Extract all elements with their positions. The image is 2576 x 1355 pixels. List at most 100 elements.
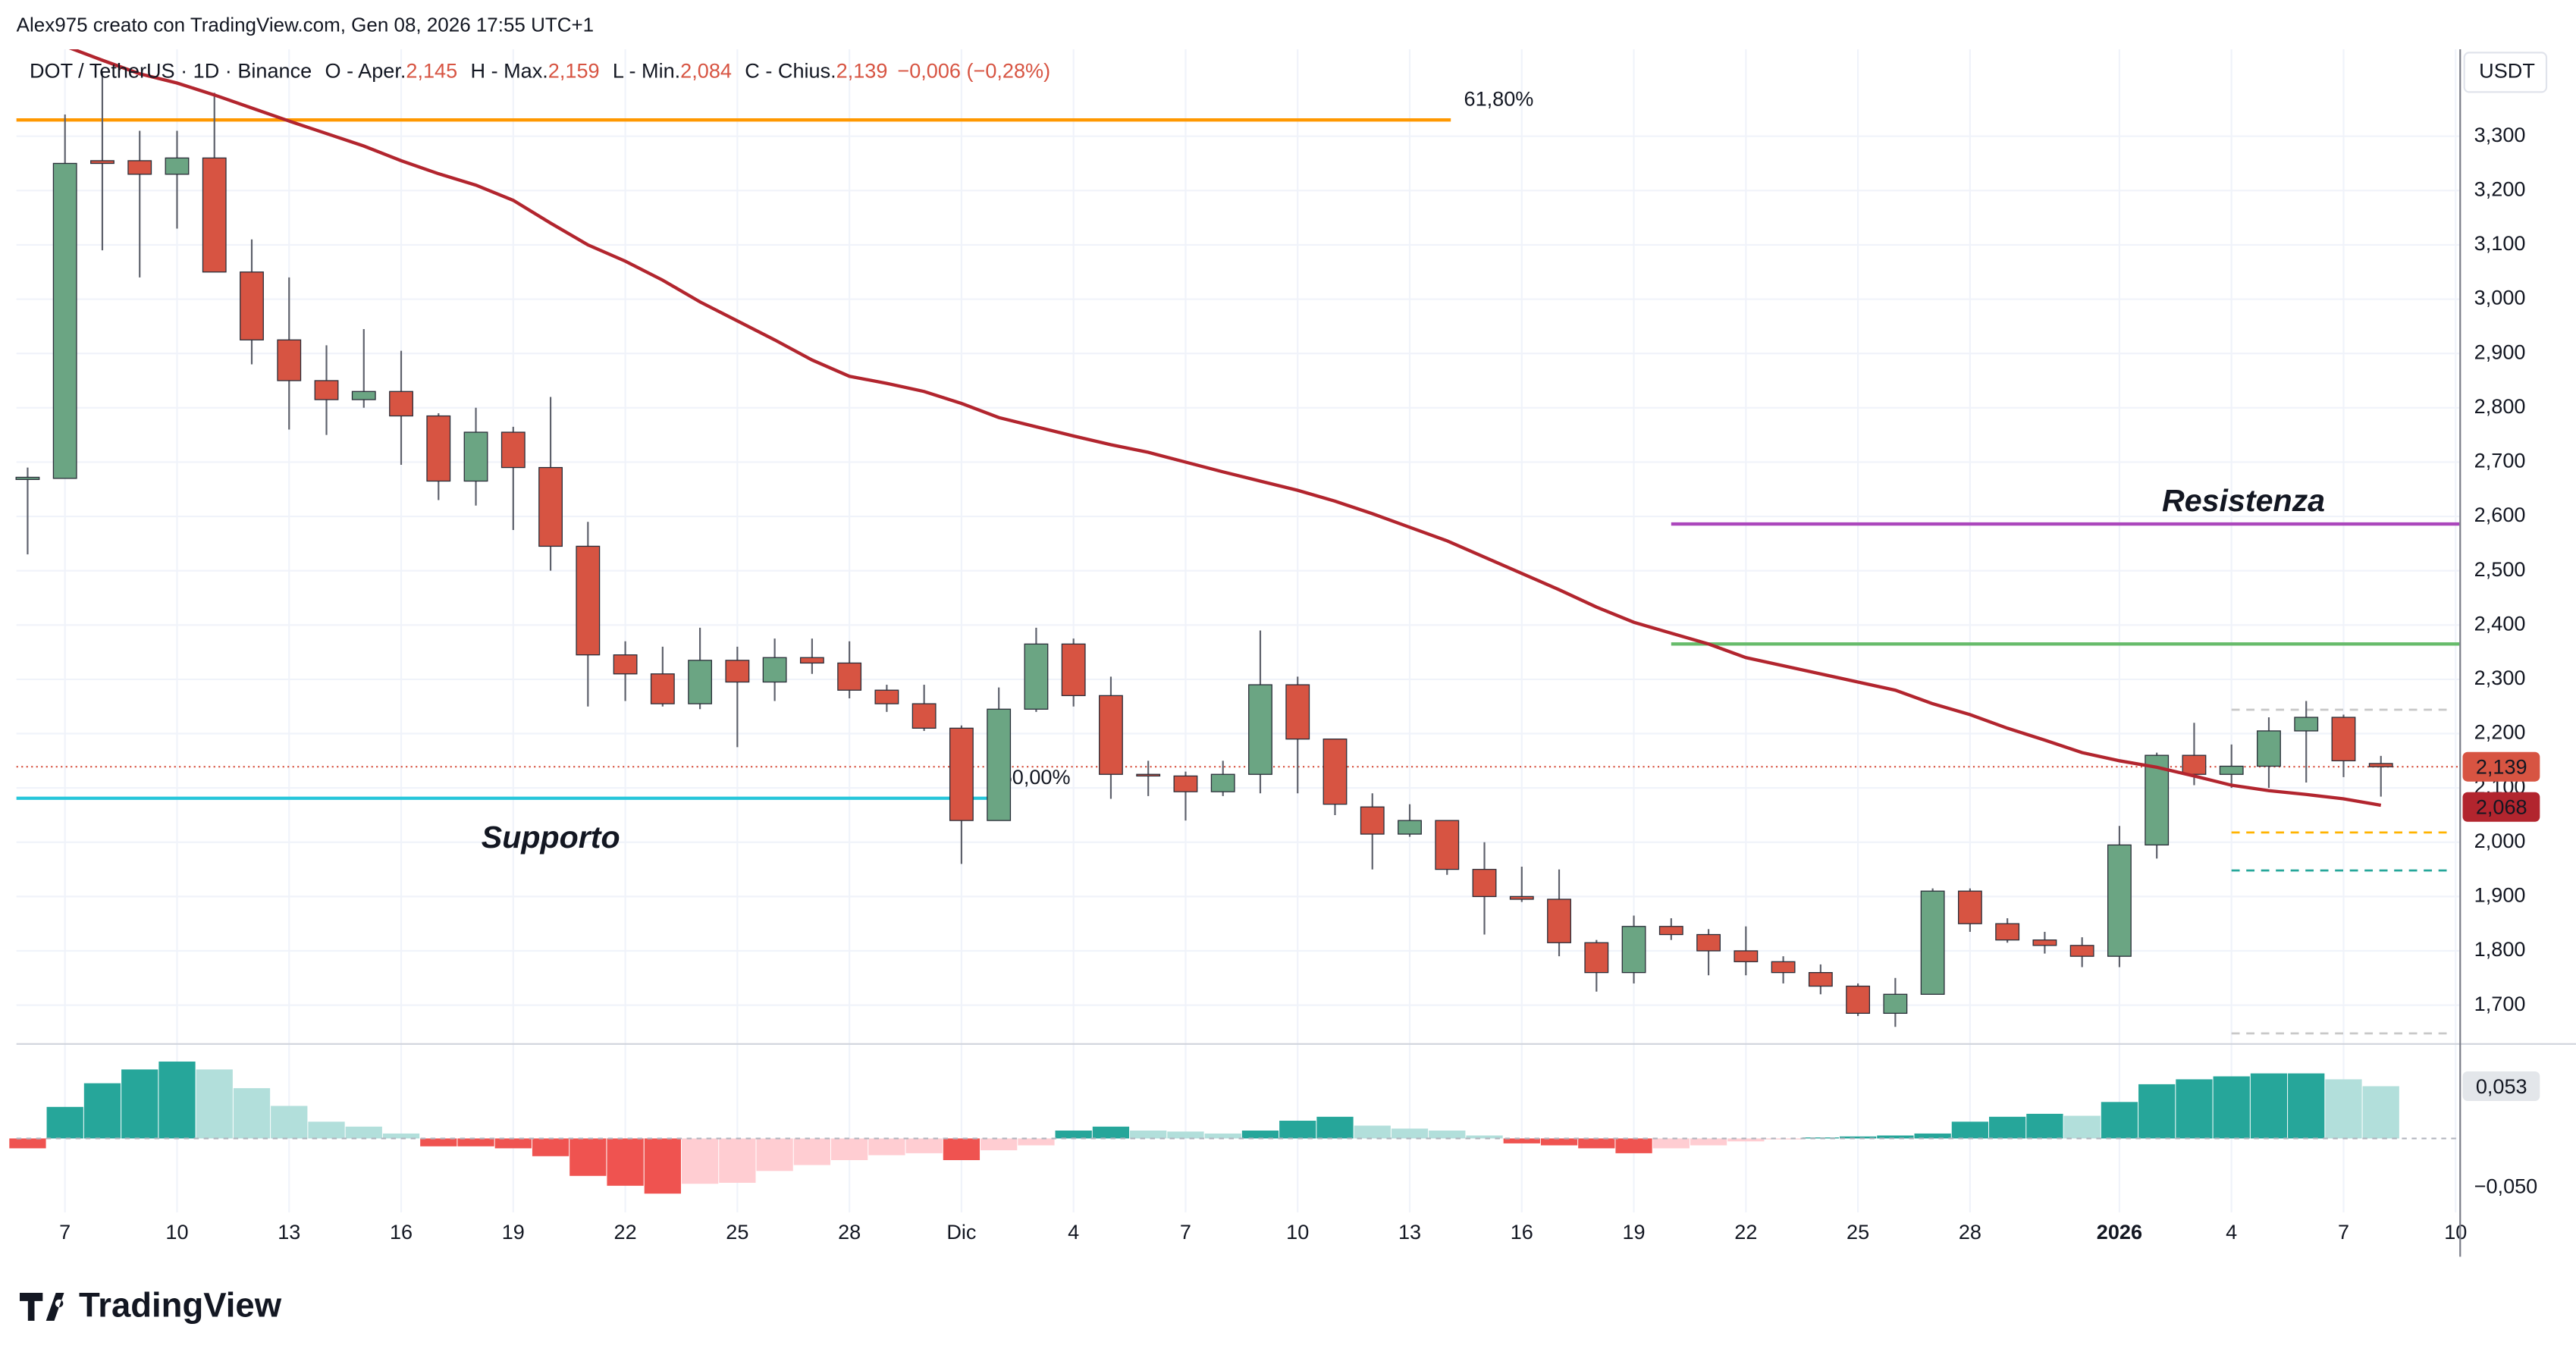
histogram-bar (2288, 1073, 2325, 1139)
header-title: Alex975 creato con TradingView.com, Gen … (17, 14, 594, 36)
y-tick-label: 2,300 (2474, 666, 2526, 689)
histogram-bar (1877, 1135, 1914, 1139)
histogram-bar (345, 1126, 382, 1139)
x-tick-label: 13 (1398, 1220, 1421, 1244)
candle-body (650, 673, 675, 704)
y2-tick-label: −0,050 (2474, 1175, 2538, 1198)
symbol: DOT / TetherUS · 1D · Binance (30, 59, 312, 83)
histogram-bar (569, 1138, 607, 1176)
histogram-bar (1204, 1133, 1241, 1139)
y-tick-label: 2,800 (2474, 394, 2526, 418)
x-tick-label: 28 (838, 1220, 861, 1244)
candle-body (1995, 923, 2020, 941)
candle-body (1248, 684, 1272, 775)
candle-body (202, 157, 227, 273)
line-label: 50,00% (1001, 765, 1071, 789)
candle-body (2257, 730, 2281, 767)
histogram-bar (2026, 1113, 2063, 1139)
candle-body (725, 660, 750, 683)
moving-average (68, 49, 2382, 808)
candle-body (2219, 765, 2244, 775)
histogram-bar (1578, 1138, 1615, 1149)
candle-body (1883, 993, 1908, 1015)
last-price-badge: 2,139 (2476, 755, 2527, 779)
logo-icon (19, 1293, 64, 1321)
histogram-bar (943, 1138, 981, 1161)
histogram-bar (756, 1138, 793, 1172)
candle-body (1360, 806, 1385, 835)
x-tick-label: 7 (1180, 1220, 1191, 1244)
histogram-bar (233, 1088, 271, 1139)
candle-body (1621, 926, 1646, 974)
y-tick-label: 2,600 (2474, 503, 2526, 526)
histogram-bar (46, 1106, 83, 1139)
candle-body (1734, 950, 1759, 962)
candle-body (2069, 945, 2094, 957)
drawings: 61,80% 50,00% (16, 86, 2460, 1035)
histogram-bar (2138, 1084, 2176, 1139)
x-tick-label: 16 (390, 1220, 413, 1244)
candle-body (165, 157, 190, 175)
histogram-bar (1391, 1128, 1429, 1139)
x-tick-label: 7 (2338, 1220, 2349, 1244)
candle-body (874, 689, 899, 704)
histogram-bar (271, 1106, 308, 1139)
candle-body (1173, 775, 1198, 792)
histogram-bar (308, 1121, 345, 1139)
histogram-bar (2250, 1073, 2288, 1139)
x-tick-label: 16 (1511, 1220, 1533, 1244)
x-tick-label: 25 (1846, 1220, 1869, 1244)
y-tick-label: 1,900 (2474, 883, 2526, 907)
unit-box (2463, 52, 2548, 93)
candle-body (2145, 754, 2170, 845)
histogram-bar (1839, 1136, 1877, 1139)
histogram-bar (2101, 1102, 2138, 1139)
candle-body (1771, 961, 1796, 974)
histogram-bar (1167, 1131, 1204, 1139)
histogram-bar (905, 1138, 943, 1153)
unit: USDT (2479, 59, 2535, 83)
y-tick-label: 1,800 (2474, 937, 2526, 961)
y-tick-label: 3,300 (2474, 123, 2526, 146)
candle-body (314, 380, 339, 400)
candle-body (1920, 890, 1945, 995)
histogram-bar (644, 1138, 681, 1194)
histogram-bar (1503, 1138, 1540, 1143)
histogram-bar (1914, 1133, 1951, 1139)
histogram-bar (1092, 1126, 1130, 1139)
histogram-bar (420, 1138, 457, 1146)
histogram-bar (2063, 1115, 2101, 1139)
ohlc-label: L - Min. (613, 59, 680, 83)
histogram-bar (607, 1138, 644, 1186)
histogram-bar (2325, 1079, 2362, 1139)
candle-body (799, 657, 824, 664)
histogram-bar (1466, 1135, 1503, 1139)
x-tick-label: 7 (59, 1220, 71, 1244)
histogram-bar (1727, 1138, 1765, 1142)
histogram (9, 1062, 2460, 1194)
ma-badge-box (2462, 792, 2540, 822)
histogram-bar (1354, 1125, 1391, 1139)
candle-body (949, 727, 974, 821)
candle-body (127, 160, 152, 175)
histogram-bar (2213, 1076, 2250, 1139)
axes: 1,7001,8001,9002,0002,1002,2002,3002,400… (59, 123, 2540, 1244)
candle-body (1061, 643, 1086, 697)
x-tick-label: 10 (1286, 1220, 1309, 1244)
candle-body (538, 466, 563, 547)
histogram-bar (981, 1138, 1018, 1151)
x-tick-label: 28 (1959, 1220, 1981, 1244)
candle-body (2368, 763, 2393, 767)
histogram-bar (158, 1062, 196, 1139)
ma-badge: 2,068 (2476, 795, 2527, 819)
histogram-bar (1055, 1131, 1092, 1139)
histogram-bar (1241, 1131, 1279, 1139)
x-tick-label: 25 (726, 1220, 748, 1244)
x-tick-label: 22 (1734, 1220, 1757, 1244)
x-tick-label: 10 (165, 1220, 188, 1244)
histogram-bar (719, 1138, 756, 1183)
line-label: 61,80% (1464, 86, 1534, 110)
x-tick-label: 4 (2226, 1220, 2237, 1244)
candle-body (1136, 773, 1161, 777)
candle-body (1846, 985, 1871, 1015)
